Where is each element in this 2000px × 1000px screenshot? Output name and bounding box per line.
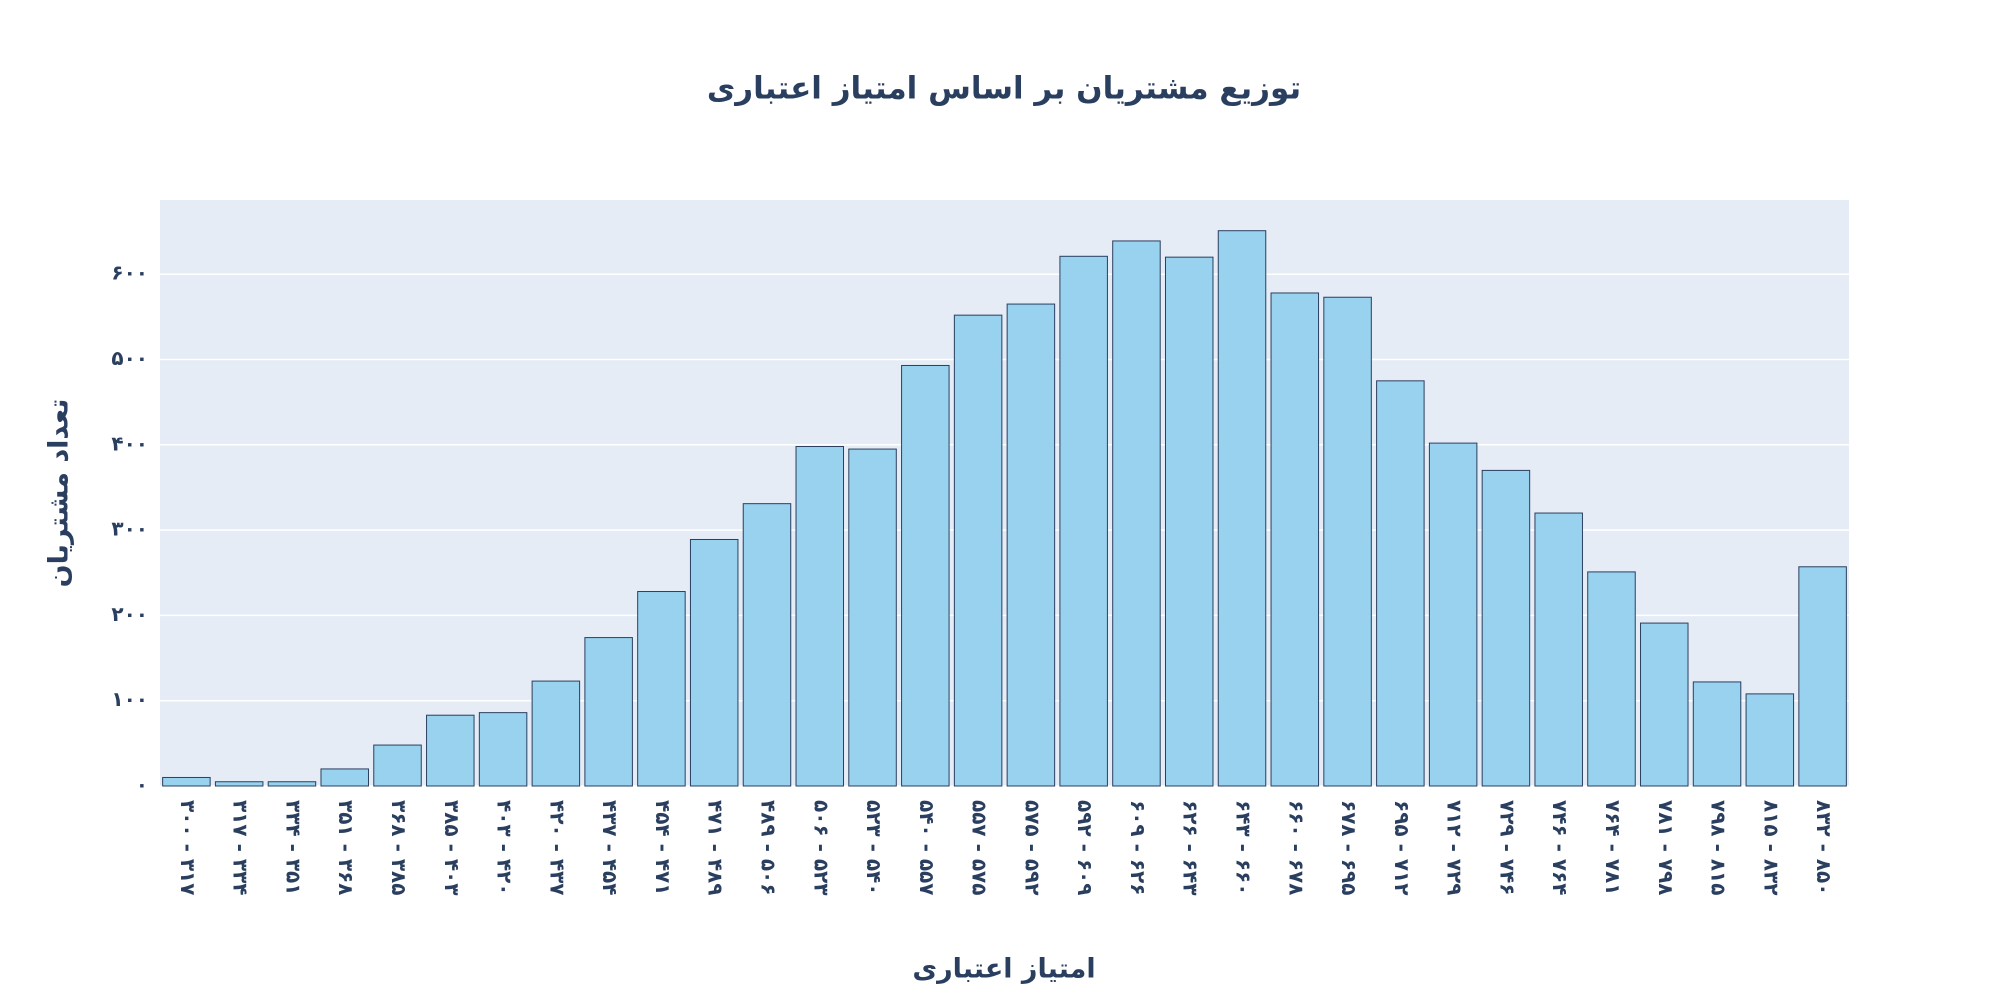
bar — [267, 781, 317, 787]
y-tick-label: ۲۰۰ — [111, 602, 148, 626]
bar — [478, 712, 528, 787]
bar — [531, 680, 581, 787]
bar — [1745, 693, 1795, 787]
bar — [1376, 380, 1425, 787]
x-tick-label: ۸۱۵ - ۸۳۲ — [1759, 800, 1783, 895]
x-tick-label: ۶۲۶ - ۶۴۳ — [1179, 800, 1203, 895]
x-tick-label: ۷۶۴ - ۷۸۱ — [1601, 800, 1625, 895]
x-tick-label: ۷۹۸ - ۸۱۵ — [1707, 800, 1731, 895]
bar — [637, 591, 686, 787]
x-tick-label: ۶۷۸ - ۶۹۵ — [1337, 800, 1361, 895]
x-tick-label: ۵۵۷ - ۵۷۵ — [968, 800, 992, 895]
y-tick-label: ۴۰۰ — [111, 431, 148, 455]
bar — [1534, 512, 1583, 787]
bar — [1428, 442, 1478, 787]
bar — [1587, 571, 1636, 787]
bar — [1481, 469, 1531, 787]
bar — [1323, 296, 1372, 787]
x-tick-label: ۳۰۰ - ۳۱۷ — [176, 800, 200, 895]
x-tick-label: ۴۸۹ - ۵۰۶ — [756, 800, 780, 895]
x-tick-label: ۷۱۲ - ۷۲۹ — [1443, 800, 1467, 895]
x-tick-label: ۴۵۴ - ۴۷۱ — [651, 800, 675, 895]
chart-title: توزیع مشتریان بر اساس امتیاز اعتباری — [707, 71, 1301, 107]
bar — [848, 448, 897, 787]
bar — [742, 503, 792, 787]
x-tick-label: ۳۱۷ - ۳۳۴ — [229, 800, 253, 895]
x-tick-label: ۵۲۳ - ۵۴۰ — [862, 800, 886, 895]
x-tick-label: ۳۵۱ - ۳۶۸ — [334, 800, 358, 895]
x-tick-label: ۷۸۱ - ۷۹۸ — [1654, 800, 1678, 895]
x-axis-title: امتیاز اعتباری — [912, 954, 1095, 985]
bar — [795, 446, 845, 787]
bar — [584, 637, 633, 787]
x-tick-label: ۵۴۰ - ۵۵۷ — [915, 800, 939, 895]
bar — [1217, 230, 1267, 787]
bar — [1798, 566, 1847, 787]
x-tick-label: ۶۹۵ - ۷۱۲ — [1390, 800, 1414, 895]
x-tick-label: ۷۲۹ - ۷۴۶ — [1495, 800, 1519, 895]
x-tick-label: ۶۶۰ - ۶۷۸ — [1284, 800, 1308, 895]
x-tick-label: ۴۳۷ - ۴۵۴ — [598, 800, 622, 895]
bar — [901, 364, 950, 787]
x-tick-label: ۴۰۳ - ۴۲۰ — [493, 800, 517, 895]
x-tick-label: ۴۲۰ - ۴۳۷ — [545, 800, 569, 895]
bar — [1006, 303, 1056, 787]
bar — [953, 314, 1003, 787]
x-tick-label: ۵۰۶ - ۵۲۳ — [809, 800, 833, 895]
bar — [689, 538, 739, 787]
x-tick-label: ۸۳۲ - ۸۵۰ — [1812, 800, 1836, 895]
bar — [1059, 255, 1108, 787]
x-tick-label: ۵۹۲ - ۶۰۹ — [1073, 800, 1097, 895]
bar — [214, 781, 264, 787]
x-tick-label: ۶۴۳ - ۶۶۰ — [1232, 800, 1256, 895]
y-tick-label: ۰ — [136, 773, 148, 797]
bar — [1640, 622, 1689, 787]
x-tick-label: ۳۳۴ - ۳۵۱ — [281, 800, 305, 895]
y-tick-label: ۱۰۰ — [111, 687, 148, 711]
bar — [373, 744, 422, 787]
x-tick-label: ۴۷۱ - ۴۸۹ — [704, 800, 728, 895]
bar — [162, 776, 211, 787]
x-tick-label: ۶۰۹ - ۶۲۶ — [1126, 800, 1150, 895]
y-tick-label: ۳۰۰ — [111, 517, 148, 541]
x-tick-label: ۳۶۸ - ۳۸۵ — [387, 800, 411, 895]
bar — [1692, 681, 1742, 787]
bar — [1112, 240, 1161, 787]
y-axis-title: تعداد مشتریان — [44, 399, 75, 588]
bar — [1270, 292, 1320, 787]
x-tick-label: ۳۸۵ - ۴۰۳ — [440, 800, 464, 895]
y-tick-label: ۵۰۰ — [111, 346, 148, 370]
bar — [320, 768, 369, 787]
bar — [1164, 256, 1214, 787]
x-tick-label: ۵۷۵ - ۵۹۲ — [1020, 800, 1044, 895]
y-tick-label: ۶۰۰ — [111, 261, 148, 285]
x-tick-label: ۷۴۶ - ۷۶۴ — [1548, 800, 1572, 895]
bar — [426, 714, 475, 787]
